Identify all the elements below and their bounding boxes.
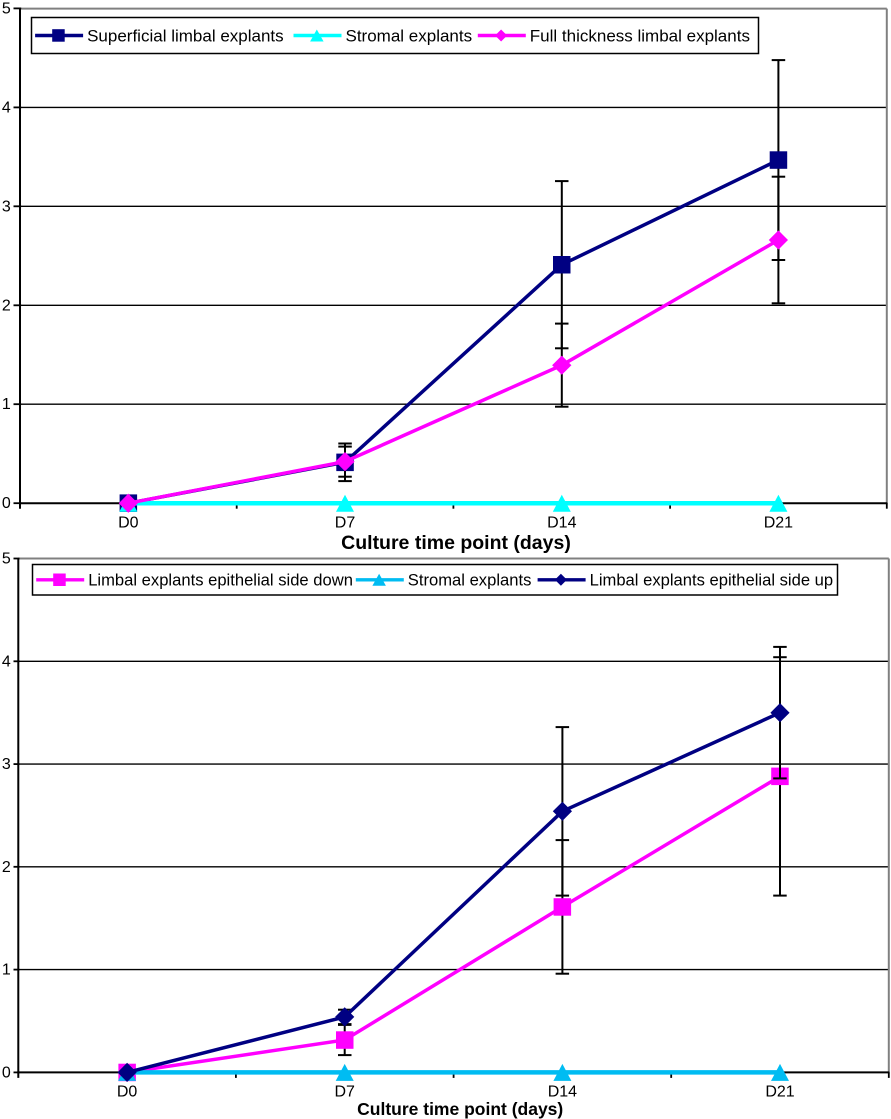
svg-text:D7: D7 <box>335 515 356 532</box>
svg-text:5: 5 <box>2 551 11 568</box>
svg-text:5: 5 <box>2 0 11 17</box>
svg-text:Limbal explants epithelial sid: Limbal explants epithelial side up <box>590 571 834 590</box>
svg-text:Stromal explants: Stromal explants <box>408 571 532 590</box>
svg-text:0: 0 <box>2 495 11 512</box>
svg-text:0: 0 <box>2 1064 11 1081</box>
svg-text:Limbal explants epithelial sid: Limbal explants epithelial side down <box>88 571 353 590</box>
svg-text:2: 2 <box>2 297 11 314</box>
svg-text:D7: D7 <box>334 1084 355 1101</box>
svg-text:4: 4 <box>2 653 11 670</box>
svg-text:D14: D14 <box>547 515 576 532</box>
svg-text:Culture time point (days): Culture time point (days) <box>357 1099 563 1119</box>
svg-text:D21: D21 <box>764 515 793 532</box>
svg-text:Full thickness limbal explants: Full thickness limbal explants <box>530 26 750 45</box>
svg-text:3: 3 <box>2 198 11 215</box>
svg-text:Superficial limbal explants: Superficial limbal explants <box>87 26 284 45</box>
svg-text:D0: D0 <box>118 515 139 532</box>
svg-text:D0: D0 <box>117 1084 138 1101</box>
svg-text:2: 2 <box>2 859 11 876</box>
svg-text:Culture time point (days): Culture time point (days) <box>341 532 571 554</box>
svg-text:1: 1 <box>2 396 11 413</box>
svg-text:4: 4 <box>2 99 11 116</box>
svg-text:Stromal explants: Stromal explants <box>346 26 473 45</box>
svg-text:3: 3 <box>2 756 11 773</box>
svg-text:D21: D21 <box>765 1084 794 1101</box>
svg-text:D14: D14 <box>548 1084 577 1101</box>
svg-text:1: 1 <box>2 962 11 979</box>
